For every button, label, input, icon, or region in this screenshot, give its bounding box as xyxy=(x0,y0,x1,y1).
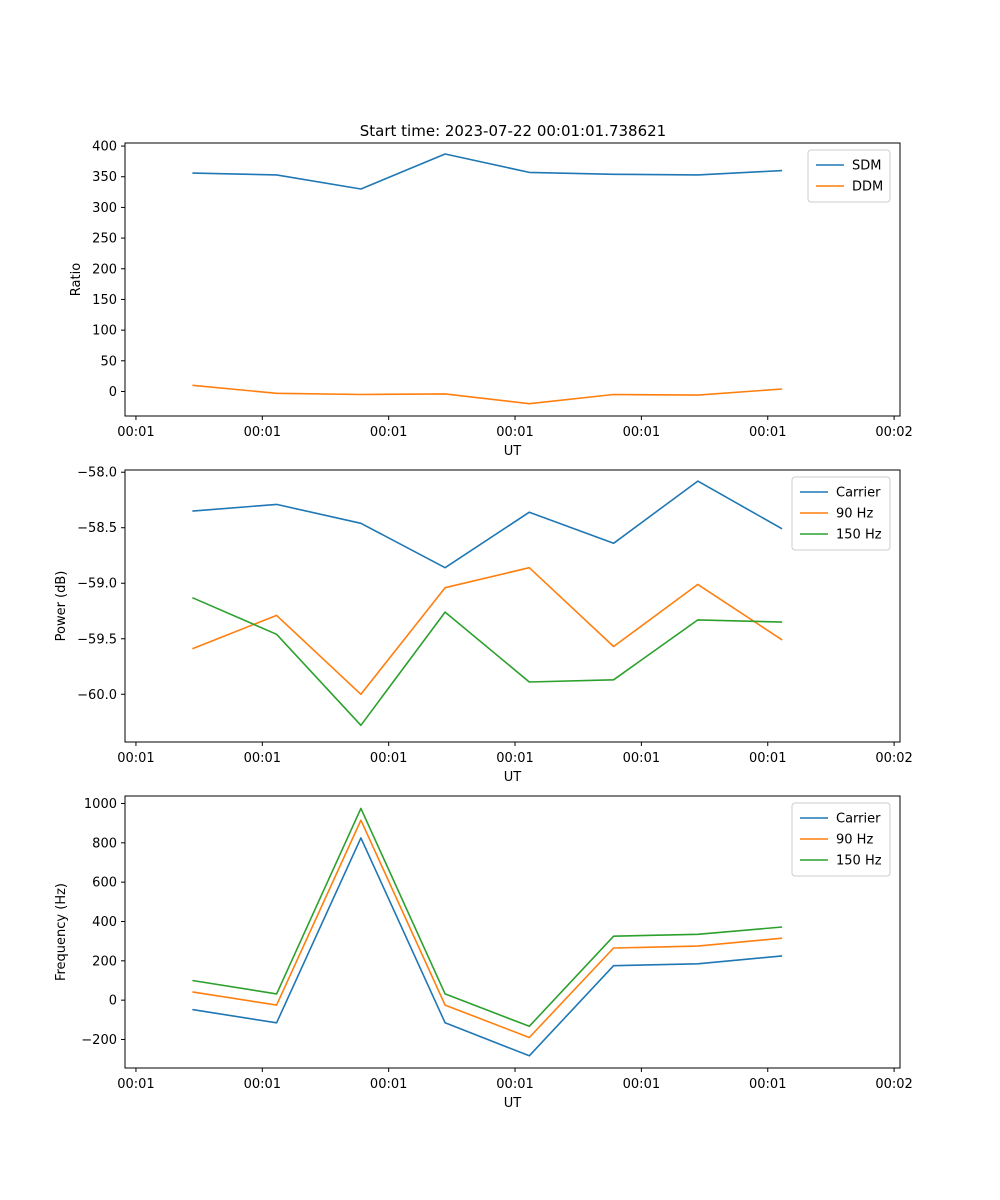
y-axis-label: Power (dB) xyxy=(54,571,69,642)
y-tick-label: 800 xyxy=(92,836,117,851)
series-line-90-hz xyxy=(192,566,783,696)
legend-box xyxy=(791,802,891,877)
x-tick-label: 00:01 xyxy=(370,425,407,440)
y-tick-label: 0 xyxy=(109,385,117,400)
y-tick-label: 150 xyxy=(92,293,117,308)
y-tick-label: 200 xyxy=(92,262,117,277)
y-tick-label: −200 xyxy=(81,1033,117,1048)
legend-label: Carrier xyxy=(836,486,881,501)
legend-label: 90 Hz xyxy=(836,507,873,522)
legend-label: DDM xyxy=(852,180,883,195)
y-tick-label: 1000 xyxy=(84,797,117,812)
y-tick-label: 0 xyxy=(109,994,117,1009)
x-axis-label: UT xyxy=(504,444,522,459)
x-tick-label: 00:01 xyxy=(623,425,660,440)
series-line-90-hz xyxy=(192,819,783,1039)
x-tick-label: 00:01 xyxy=(117,751,154,766)
x-tick-label: 00:01 xyxy=(623,751,660,766)
y-tick-label: −58.0 xyxy=(77,466,117,481)
y-tick-label: 50 xyxy=(100,354,117,369)
x-tick-label: 00:01 xyxy=(370,751,407,766)
x-tick-label: 00:01 xyxy=(244,425,281,440)
y-tick-label: 200 xyxy=(92,954,117,969)
legend-box xyxy=(791,476,891,551)
y-tick-label: −60.0 xyxy=(77,688,117,703)
x-tick-label: 00:01 xyxy=(749,751,786,766)
series-line-150-hz xyxy=(192,807,783,1028)
legend-label: SDM xyxy=(852,159,881,174)
subplot-1: 00:01 00:01 00:01 00:01 00:01 00:01 00:02 0 50 10… xyxy=(69,140,913,459)
legend-label: 150 Hz xyxy=(836,528,882,543)
legend: SDM DDM xyxy=(807,149,891,203)
x-axis-label: UT xyxy=(504,1096,522,1111)
x-tick-label: 00:01 xyxy=(749,425,786,440)
x-tick-label: 00:01 xyxy=(117,1077,154,1092)
subplot-2: 00:01 00:01 00:01 00:01 00:01 00:01 00:02 −60.0… xyxy=(54,466,913,785)
y-axis-label: Ratio xyxy=(69,263,84,296)
chart-title: Start time: 2023-07-22 00:01:01.738621 xyxy=(360,122,666,140)
legend: Carrier 90 Hz 150 Hz xyxy=(791,802,891,877)
y-tick-label: −59.0 xyxy=(77,577,117,592)
x-tick-label: 00:02 xyxy=(875,751,912,766)
y-tick-label: −59.5 xyxy=(77,632,117,647)
x-tick-label: 00:01 xyxy=(244,1077,281,1092)
x-tick-label: 00:01 xyxy=(623,1077,660,1092)
series-line-ddm xyxy=(192,384,783,405)
series-line-carrier xyxy=(192,837,783,1057)
x-tick-label: 00:01 xyxy=(496,751,533,766)
legend-box xyxy=(807,149,891,203)
axes-frame xyxy=(124,795,901,1069)
y-axis-label: Frequency (Hz) xyxy=(54,883,69,981)
y-tick-label: 400 xyxy=(92,140,117,155)
y-tick-label: 400 xyxy=(92,915,117,930)
legend: Carrier 90 Hz 150 Hz xyxy=(791,476,891,551)
axes-frame xyxy=(124,142,901,417)
x-axis-label: UT xyxy=(504,770,522,785)
y-tick-label: −58.5 xyxy=(77,521,117,536)
series-line-150-hz xyxy=(192,596,783,727)
series-line-sdm xyxy=(192,153,783,190)
y-tick-label: 300 xyxy=(92,201,117,216)
legend-label: 90 Hz xyxy=(836,833,873,848)
y-tick-label: 100 xyxy=(92,324,117,339)
x-tick-label: 00:01 xyxy=(370,1077,407,1092)
y-tick-label: 600 xyxy=(92,876,117,891)
subplot-3: 00:01 00:01 00:01 00:01 00:01 00:01 00:02 −200 0… xyxy=(54,795,913,1111)
x-tick-label: 00:01 xyxy=(496,1077,533,1092)
axes-frame xyxy=(124,469,901,743)
y-tick-label: 250 xyxy=(92,232,117,247)
legend-label: 150 Hz xyxy=(836,854,882,869)
legend-label: Carrier xyxy=(836,812,881,827)
x-tick-label: 00:02 xyxy=(875,1077,912,1092)
x-tick-label: 00:01 xyxy=(749,1077,786,1092)
series-line-carrier xyxy=(192,480,783,569)
x-tick-label: 00:01 xyxy=(244,751,281,766)
y-tick-label: 350 xyxy=(92,170,117,185)
x-tick-label: 00:01 xyxy=(496,425,533,440)
x-tick-label: 00:01 xyxy=(117,425,154,440)
x-tick-label: 00:02 xyxy=(875,425,912,440)
